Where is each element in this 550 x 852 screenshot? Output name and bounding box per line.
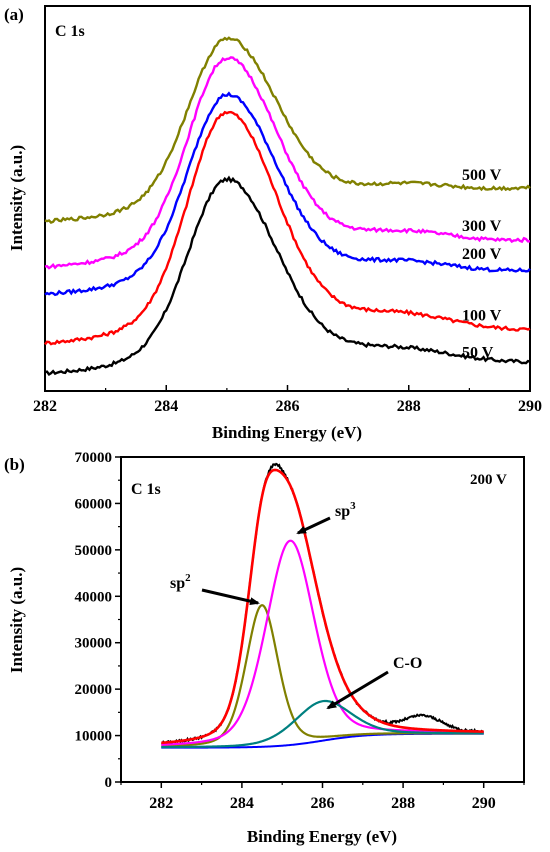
panel-a-series-line xyxy=(44,91,531,297)
panel-b-component-sp2 xyxy=(161,604,484,748)
panel-b-y-tick-label: 50000 xyxy=(75,543,113,559)
panel-a-x-tick-label: 286 xyxy=(276,398,300,415)
panel-a-x-axis-label: Binding Energy (eV) xyxy=(212,423,362,442)
panel-a-series-line xyxy=(44,175,531,377)
panel-b-component-sp3 xyxy=(161,539,484,746)
panel-b-envelope-line xyxy=(161,468,484,745)
panel-a-y-axis-label: Intensity (a.u.) xyxy=(7,145,26,251)
panel-b-annotation-C-O: C-O xyxy=(393,655,422,672)
panel-b-peak-annotations: sp2 sp3 C-O xyxy=(170,500,422,710)
panel-a-x-tick-label: 288 xyxy=(397,398,421,415)
panel-b-x-axis-label: Binding Energy (eV) xyxy=(247,827,397,846)
panel-b-x-tick-label: 284 xyxy=(230,795,254,812)
panel-b-x-tick-label: 282 xyxy=(149,795,173,812)
panel-b-annotation-sp3: sp3 xyxy=(335,500,356,520)
panel-b-x-tick-label: 288 xyxy=(391,795,415,812)
panel-b-annotation-sp2: sp2 xyxy=(170,572,191,592)
panel-b-y-tick-label: 10000 xyxy=(75,729,113,745)
panel-b-y-ticks: 0 10000 20000 30000 40000 50000 60000 70000 xyxy=(75,450,121,791)
panel-b-y-tick-label: 60000 xyxy=(75,496,113,512)
panel-b-annotation-arrow xyxy=(326,670,389,710)
panel-b-x-ticks: 282 284 286 288 290 xyxy=(120,782,525,812)
panel-b-component-C-O xyxy=(161,699,484,749)
panel-a-series-line xyxy=(44,110,531,346)
panel-a-series-line xyxy=(44,36,531,225)
panel-a-series xyxy=(44,36,531,377)
panel-b-y-tick-label: 70000 xyxy=(75,450,113,466)
panel-b-curves xyxy=(161,462,484,749)
panel-a-series-label: 200 V xyxy=(462,246,502,263)
panel-a: (a) C 1s 50 V 100 V 200 V 300 V 500 V 282 284… xyxy=(4,5,542,442)
panel-a-plot-frame xyxy=(44,5,531,392)
panel-b-annotation-arrow xyxy=(296,516,331,535)
panel-a-series-labels: 50 V 100 V 200 V 300 V 500 V xyxy=(462,167,502,361)
panel-b-voltage-label: 200 V xyxy=(470,472,507,488)
panel-a-x-tick-label: 290 xyxy=(518,398,542,415)
panel-b-annotation-arrow xyxy=(201,588,260,606)
panel-b-x-tick-label: 286 xyxy=(311,795,335,812)
panel-a-series-label: 500 V xyxy=(462,167,502,184)
panel-a-title: C 1s xyxy=(55,23,85,40)
panel-a-series-line xyxy=(44,56,531,270)
panel-b-y-tick-label: 20000 xyxy=(75,682,113,698)
panel-b-x-tick-label: 290 xyxy=(472,795,496,812)
panel-b-y-axis-label: Intensity (a.u.) xyxy=(7,567,26,673)
panel-b: (b) C 1s 200 V sp2 sp3 C-O 282 284 286 288 290… xyxy=(4,450,525,846)
panel-b-y-tick-label: 0 xyxy=(105,775,113,791)
panel-b-label: (b) xyxy=(4,455,25,474)
panel-a-x-tick-label: 282 xyxy=(33,398,57,415)
panel-b-y-tick-label: 40000 xyxy=(75,589,113,605)
panel-b-y-tick-label: 30000 xyxy=(75,636,113,652)
panel-a-series-label: 300 V xyxy=(462,218,502,235)
panel-a-x-tick-label: 284 xyxy=(154,398,178,415)
panel-a-label: (a) xyxy=(4,5,24,24)
panel-a-series-label: 50 V xyxy=(462,345,494,362)
panel-b-title: C 1s xyxy=(131,481,161,498)
panel-a-x-ticks: 282 284 286 288 290 xyxy=(33,385,542,415)
panel-a-series-label: 100 V xyxy=(462,308,502,325)
